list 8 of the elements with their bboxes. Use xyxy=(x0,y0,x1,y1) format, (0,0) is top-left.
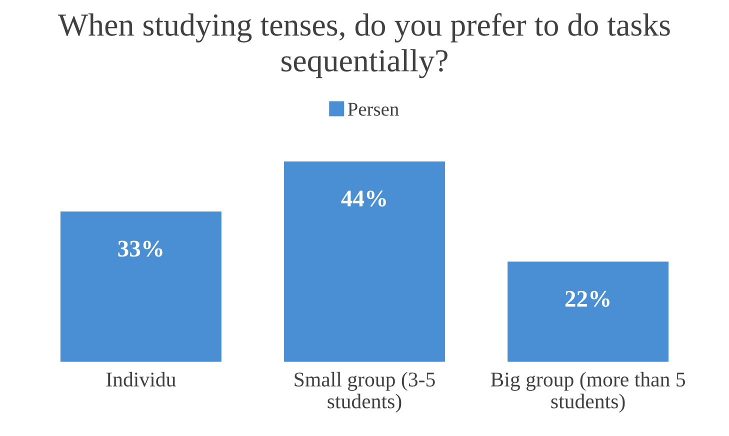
data-label: 44% xyxy=(341,190,386,207)
legend-label: Persen xyxy=(348,102,399,116)
x-tick-label: Small group (3-5 students) xyxy=(294,372,435,413)
x-tick-label: Big group (more than 5 students) xyxy=(490,372,686,413)
data-label: 33% xyxy=(118,240,162,257)
chart-title: When studying tenses, do you prefer to do tasks sequentially? xyxy=(58,13,670,78)
data-label: 22% xyxy=(565,290,610,307)
x-tick-label: Individu xyxy=(106,372,176,387)
